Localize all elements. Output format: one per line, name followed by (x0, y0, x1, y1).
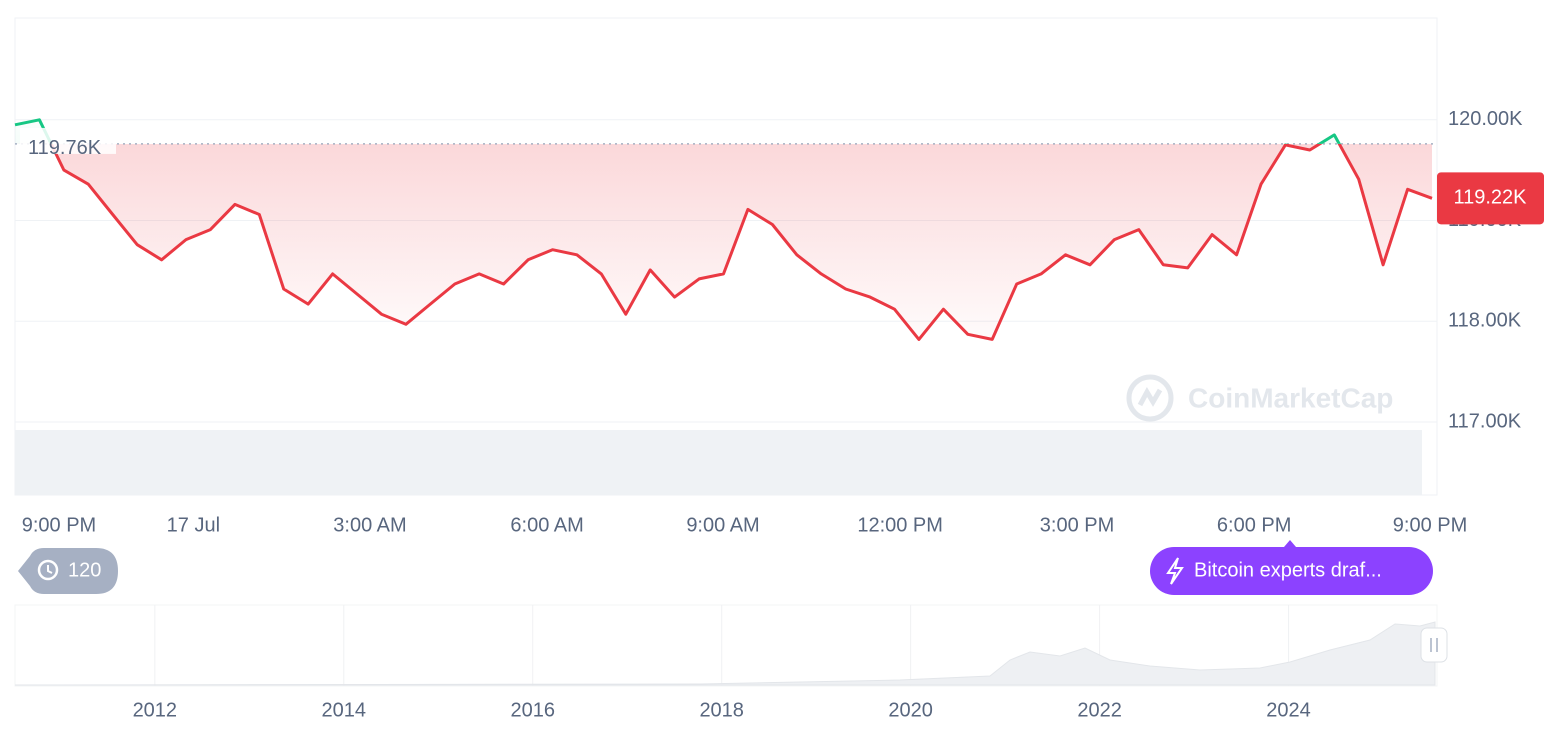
price-line-below (49, 143, 1433, 341)
navigator-year-label: 2024 (1266, 699, 1311, 721)
news-text[interactable]: Bitcoin experts draf... (1194, 559, 1382, 581)
navigator-history (14, 621, 1436, 686)
news-badge[interactable] (1150, 547, 1433, 595)
y-tick-label: 118.00K (1448, 310, 1522, 332)
x-tick-label: 9:00 AM (686, 514, 759, 536)
news-pointer (1284, 540, 1296, 547)
watermark-text: CoinMarketCap (1188, 382, 1393, 413)
x-tick-label: 9:00 PM (22, 514, 96, 536)
navigator-handle[interactable] (1420, 627, 1448, 663)
y-tick-label: 120.00K (1448, 108, 1523, 130)
x-tick-label: 3:00 AM (333, 514, 406, 536)
y-tick-label: 117.00K (1448, 410, 1522, 432)
navigator-year-label: 2020 (888, 699, 933, 721)
reference-label: 119.76K (28, 137, 102, 159)
area-below (51, 143, 1432, 340)
handle-grip (1430, 638, 1438, 652)
x-tick-label: 6:00 PM (1217, 514, 1291, 536)
navigator-year-label: 2012 (133, 699, 178, 721)
history-badge[interactable] (18, 548, 118, 594)
x-tick-label: 12:00 PM (857, 514, 943, 536)
watermark: CoinMarketCap (1126, 374, 1393, 422)
history-count: 120 (68, 559, 101, 581)
x-tick-label: 3:00 PM (1040, 514, 1114, 536)
x-tick-label: 17 Jul (167, 514, 220, 536)
current-price-badge (1437, 172, 1544, 225)
current-price-label: 119.22K (1453, 187, 1527, 209)
lightning-icon (1166, 557, 1184, 585)
x-tick-label: 6:00 AM (510, 514, 583, 536)
history-icon (37, 559, 59, 581)
navigator-year-label: 2018 (699, 699, 744, 721)
history-icon-hand (47, 565, 53, 574)
volume-area (15, 430, 1422, 495)
navigator-year-label: 2014 (322, 699, 367, 721)
navigator-year-label: 2022 (1077, 699, 1122, 721)
navigator-year-label: 2016 (510, 699, 555, 721)
x-tick-label: 9:00 PM (1393, 514, 1467, 536)
reference-label-bg (20, 127, 116, 154)
